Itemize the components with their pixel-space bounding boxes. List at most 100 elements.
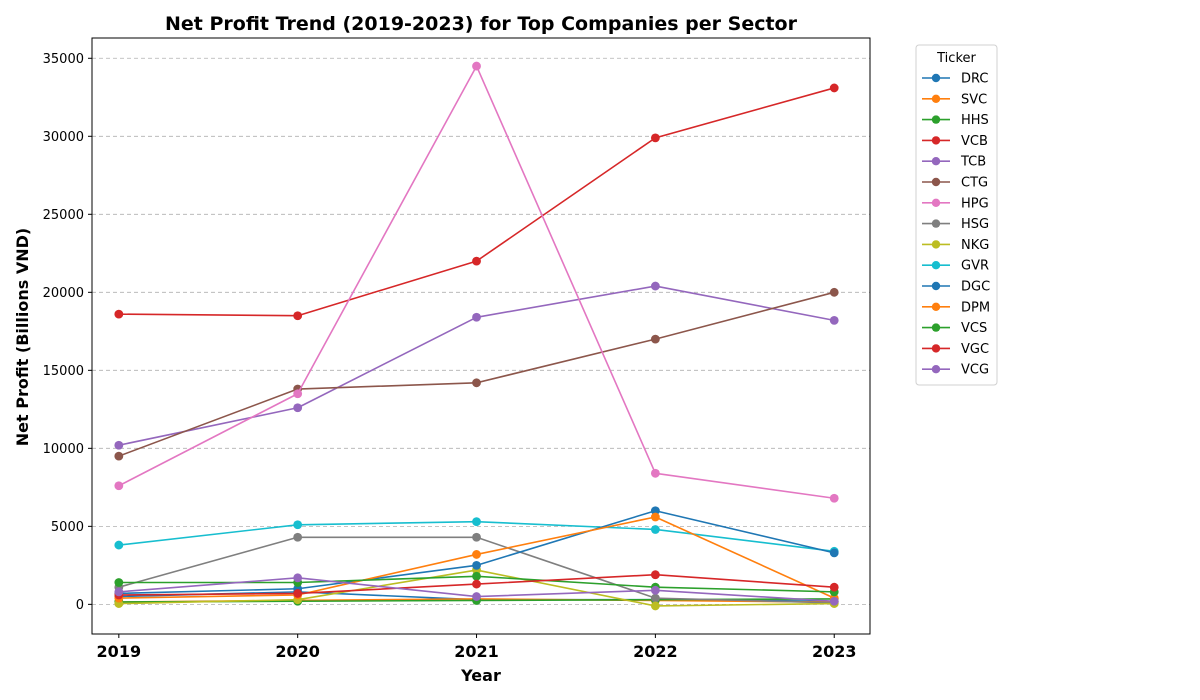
data-point-hsg bbox=[650, 593, 660, 603]
data-point-vcb bbox=[472, 256, 481, 266]
legend-label: CTG bbox=[961, 176, 988, 191]
data-point-vcg bbox=[472, 592, 481, 601]
x-tick-label: 2021 bbox=[454, 642, 499, 661]
legend-swatch-marker bbox=[931, 261, 941, 270]
y-tick-label: 25000 bbox=[43, 208, 84, 223]
data-point-vcs bbox=[114, 578, 124, 587]
y-tick-label: 0 bbox=[76, 598, 84, 613]
legend-label: SVC bbox=[961, 92, 987, 107]
legend-entry-vgc: VGC bbox=[922, 342, 989, 357]
series-vcg bbox=[114, 573, 839, 606]
data-point-dpm bbox=[472, 550, 481, 559]
data-point-vcg bbox=[114, 587, 124, 597]
legend-swatch-marker bbox=[931, 94, 941, 104]
data-point-tcb bbox=[472, 312, 481, 322]
legend-swatch-marker bbox=[931, 157, 941, 166]
legend-label: VGC bbox=[961, 342, 989, 357]
legend-label: VCB bbox=[961, 134, 988, 149]
legend-entry-hhs: HHS bbox=[922, 113, 989, 128]
series-ctg bbox=[114, 287, 839, 461]
legend-swatch-marker bbox=[931, 198, 941, 207]
y-tick-label: 30000 bbox=[43, 130, 84, 145]
data-point-vgc bbox=[293, 589, 303, 598]
legend-label: DGC bbox=[961, 280, 990, 295]
legend-swatch-marker bbox=[931, 344, 941, 353]
data-point-ctg bbox=[650, 334, 660, 344]
legend-swatch-marker bbox=[931, 136, 941, 145]
data-point-dpm bbox=[650, 512, 660, 522]
legend-swatch-marker bbox=[931, 302, 941, 311]
plot-area-frame bbox=[91, 37, 871, 635]
legend-entry-vcg: VCG bbox=[922, 363, 989, 378]
data-point-vgc bbox=[650, 570, 660, 580]
series-lines bbox=[114, 61, 839, 611]
x-tick-label: 2019 bbox=[97, 642, 142, 661]
series-line-tcb bbox=[118, 285, 835, 446]
legend-entry-dpm: DPM bbox=[922, 300, 990, 315]
x-tick-label: 2023 bbox=[812, 642, 857, 661]
data-point-hpg bbox=[293, 389, 303, 399]
data-point-vcg bbox=[293, 573, 303, 583]
data-point-hpg bbox=[829, 493, 839, 503]
data-point-ctg bbox=[472, 378, 481, 388]
data-point-tcb bbox=[114, 440, 124, 450]
y-tick-label: 10000 bbox=[43, 442, 84, 457]
legend-frame bbox=[915, 44, 998, 386]
legend-label: NKG bbox=[961, 238, 989, 253]
legend-label: HPG bbox=[961, 196, 989, 211]
legend-label: HSG bbox=[961, 217, 989, 232]
legend-entry-svc: SVC bbox=[922, 92, 987, 107]
x-axis-label: Year bbox=[460, 666, 501, 685]
legend-entry-tcb: TCB bbox=[922, 155, 986, 170]
y-axis-label: Net Profit (Billions VND) bbox=[13, 228, 32, 446]
data-point-hsg bbox=[472, 532, 481, 542]
data-point-tcb bbox=[829, 315, 839, 325]
data-point-gvr bbox=[472, 517, 481, 527]
legend-label: DPM bbox=[961, 300, 990, 315]
data-point-vgc bbox=[472, 579, 481, 589]
x-tick-label: 2020 bbox=[275, 642, 320, 661]
y-tick-label: 15000 bbox=[43, 364, 84, 379]
data-point-dgc bbox=[472, 560, 481, 570]
x-tick-label: 2022 bbox=[633, 642, 678, 661]
data-point-vcs bbox=[472, 571, 481, 581]
legend-label: VCS bbox=[961, 321, 987, 336]
legend-swatch-marker bbox=[931, 365, 941, 374]
legend-swatch-marker bbox=[931, 240, 941, 249]
data-point-hsg bbox=[293, 532, 303, 542]
data-point-vgc bbox=[829, 582, 839, 592]
legend-label: VCG bbox=[961, 363, 989, 378]
data-point-nkg bbox=[650, 601, 660, 611]
legend-label: GVR bbox=[961, 259, 989, 274]
data-point-hpg bbox=[472, 61, 481, 71]
data-point-vcg bbox=[650, 585, 660, 595]
legend-swatch-marker bbox=[931, 115, 941, 124]
series-line-hpg bbox=[118, 65, 835, 500]
data-point-gvr bbox=[293, 520, 303, 530]
chart-title: Net Profit Trend (2019-2023) for Top Com… bbox=[165, 13, 798, 35]
y-tick-label: 35000 bbox=[43, 52, 84, 67]
y-tick-label: 5000 bbox=[51, 520, 84, 535]
grid-lines bbox=[92, 57, 870, 605]
data-point-tcb bbox=[650, 281, 660, 291]
data-point-vcb bbox=[114, 309, 124, 319]
legend-swatch-marker bbox=[931, 177, 941, 187]
data-point-ctg bbox=[829, 287, 839, 297]
data-point-gvr bbox=[650, 525, 660, 534]
legend-entries: DRC SVC HHS VCB TCB CTG HPG HSG NKG GVR DGC DPM VCS V… bbox=[922, 72, 990, 378]
data-point-vcb bbox=[293, 311, 303, 321]
legend-entry-dgc: DGC bbox=[922, 280, 990, 295]
legend-entry-vcb: VCB bbox=[922, 134, 988, 149]
series-line-vcb bbox=[118, 87, 835, 317]
series-tcb bbox=[114, 281, 839, 450]
legend-entry-hsg: HSG bbox=[922, 217, 989, 232]
data-point-gvr bbox=[114, 540, 124, 550]
data-point-tcb bbox=[293, 403, 303, 413]
data-point-hpg bbox=[650, 468, 660, 478]
legend-title: Ticker bbox=[936, 51, 976, 66]
y-axis-ticks: 0 5000 10000 15000 20000 25000 30000 35000 bbox=[43, 52, 92, 613]
legend-entry-gvr: GVR bbox=[922, 259, 989, 274]
legend-label: HHS bbox=[961, 113, 989, 128]
legend: Ticker DRC SVC HHS VCB TCB CTG HPG HSG NKG GVR DGC… bbox=[915, 44, 998, 386]
